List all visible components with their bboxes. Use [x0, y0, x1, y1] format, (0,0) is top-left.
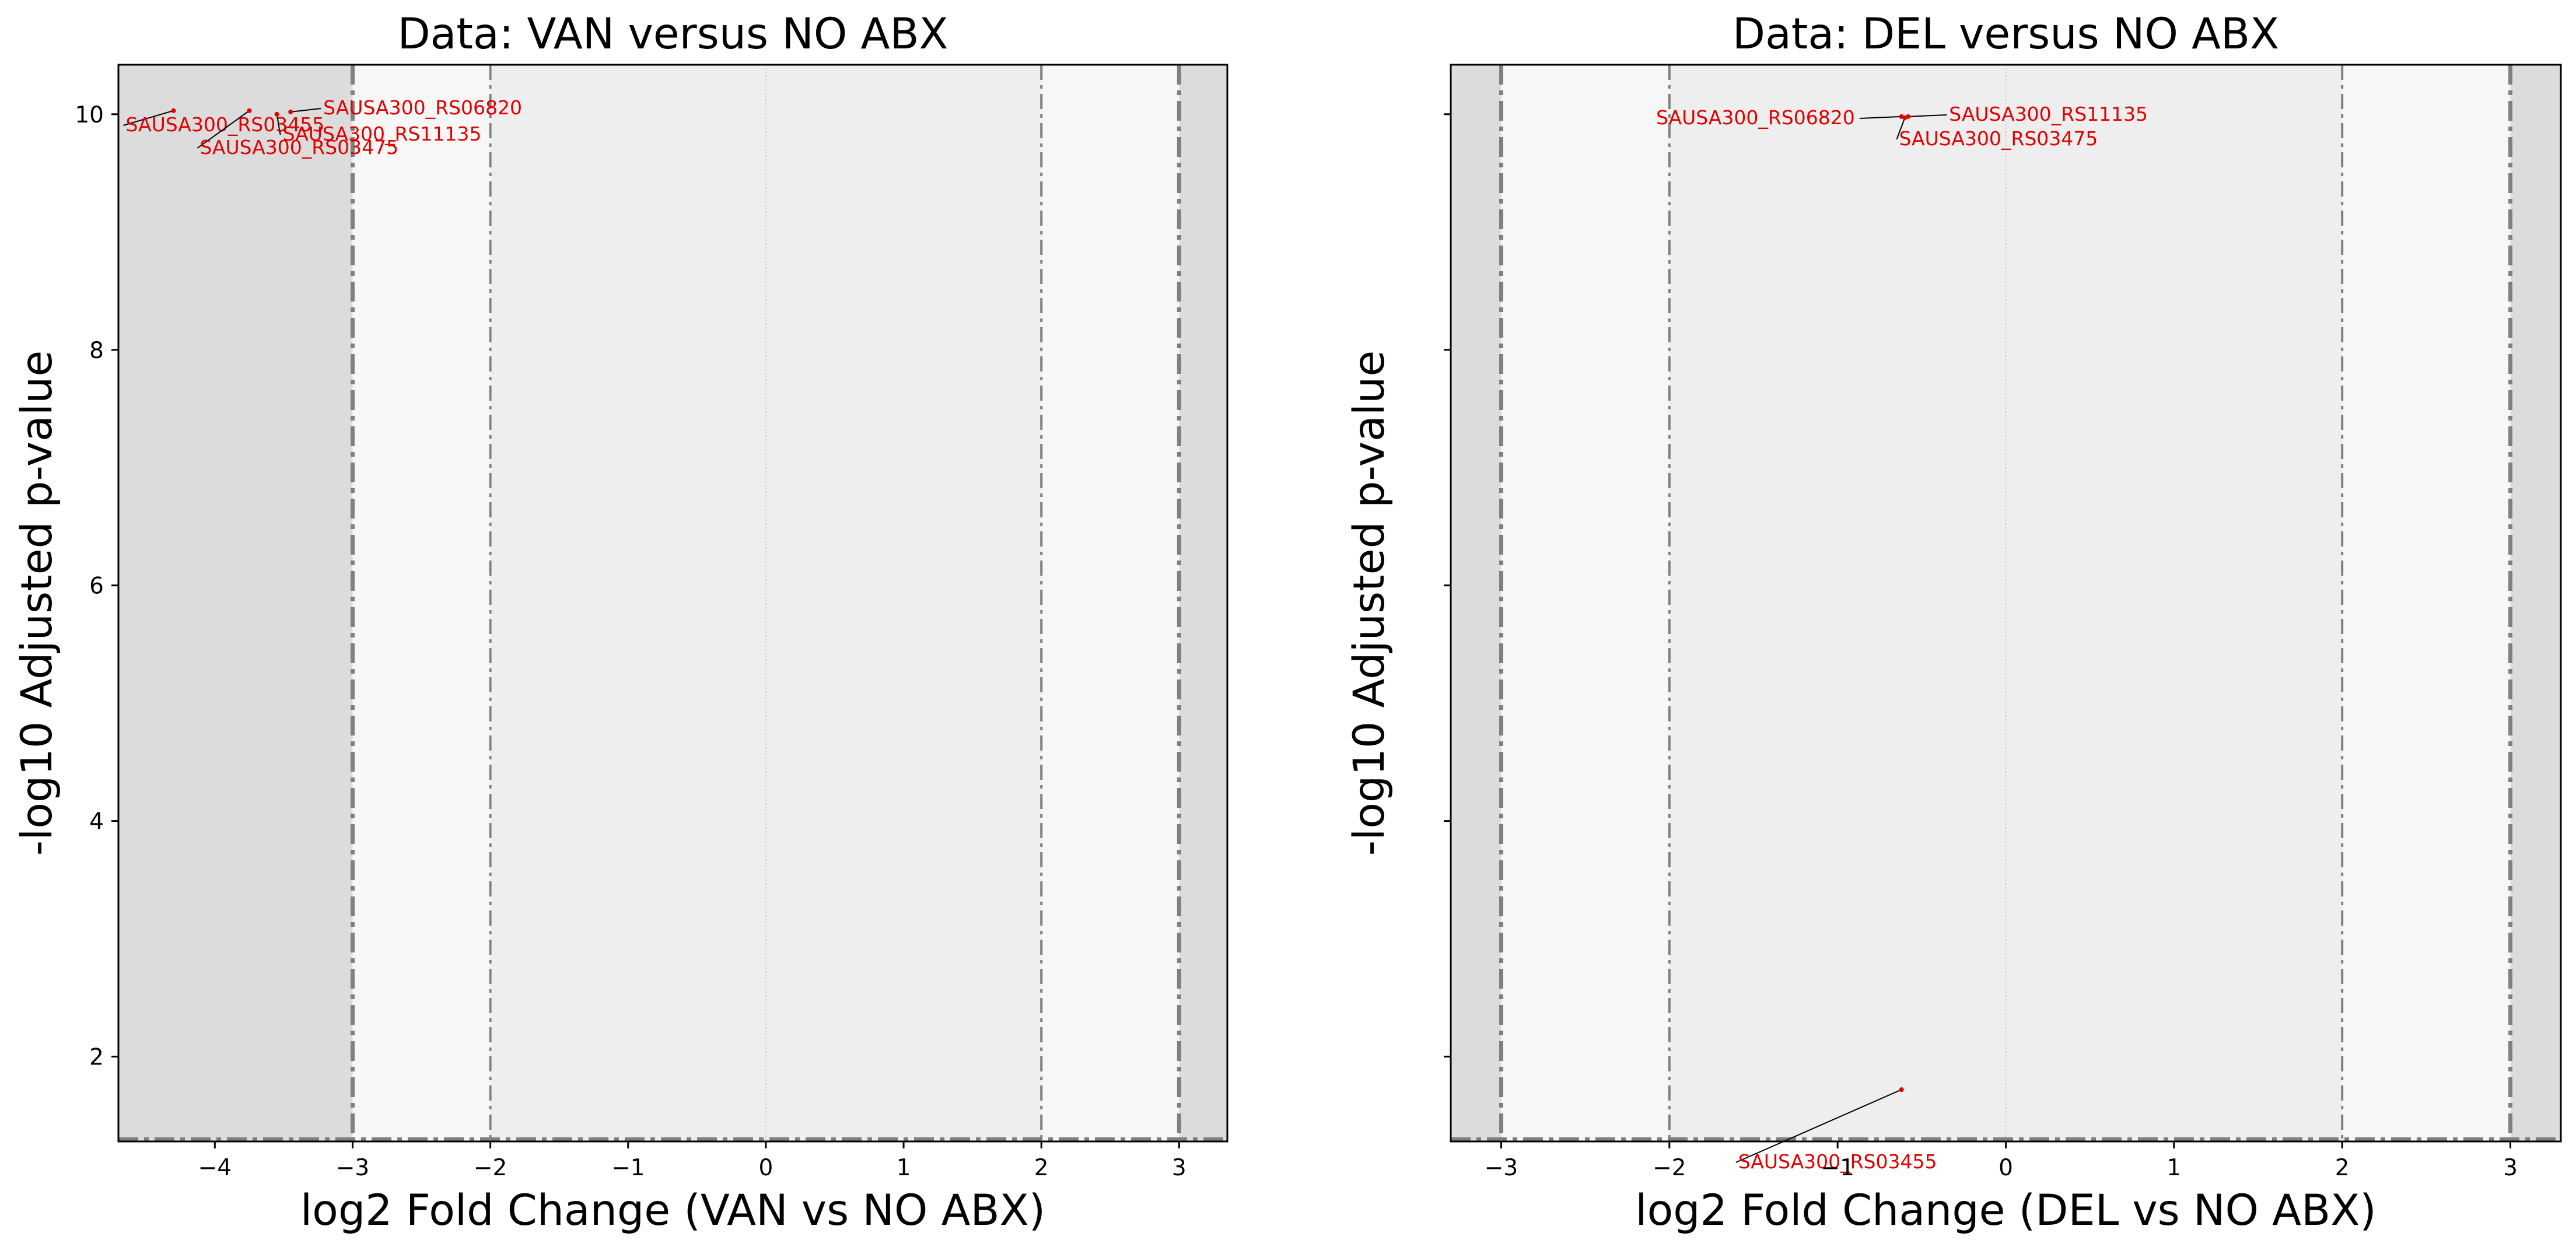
data-point: [288, 109, 293, 114]
y-tick-label: 8: [89, 338, 104, 364]
x-tick-label: 0: [758, 1155, 773, 1181]
axes-frame: [117, 64, 1228, 1143]
x-tick-label: 3: [2503, 1155, 2518, 1181]
y-tick-label: 10: [75, 102, 104, 128]
leader-line: [1859, 115, 1902, 119]
leader-line: [1896, 117, 1906, 140]
data-point: [1899, 1087, 1904, 1092]
x-tick-label: −2: [1653, 1155, 1686, 1181]
gene-label: SAUSA300_RS03455: [1738, 1150, 1937, 1173]
x-tick-label: −2: [474, 1155, 508, 1181]
gene-label: SAUSA300_RS03455: [125, 113, 324, 136]
band-outer-left: [118, 65, 353, 1141]
band-middle-left: [1501, 65, 1670, 1141]
x-tick-label: 2: [2335, 1155, 2350, 1181]
gene-label: SAUSA300_RS06820: [323, 96, 522, 119]
band-outer-right: [1179, 65, 1227, 1141]
leader-line: [1735, 1089, 1902, 1163]
plot-area: [1451, 65, 2561, 1141]
y-tick-label: 6: [89, 573, 104, 600]
chart-title: Data: VAN versus NO ABX: [397, 9, 948, 59]
y-axis-label: -log10 Adjusted p-value: [1345, 351, 1394, 856]
leader-line: [197, 110, 250, 149]
x-tick-label: −3: [1485, 1155, 1518, 1181]
x-tick-label: −1: [1821, 1155, 1854, 1181]
leader-line: [276, 114, 281, 135]
plot-panel-2: SAUSA300_RS06820 SAUSA300_RS11135SAUSA300…: [1345, 9, 2562, 1235]
x-tick-label: 2: [1034, 1155, 1049, 1181]
data-point: [1902, 115, 1908, 120]
y-axis-label: -log10 Adjusted p-value: [12, 351, 62, 856]
x-tick-label: 3: [1172, 1155, 1186, 1181]
x-tick-label: −4: [198, 1155, 232, 1181]
band-middle-right: [1041, 65, 1180, 1141]
x-tick-label: 0: [1999, 1155, 2013, 1181]
leader-line: [290, 108, 321, 113]
band-outer-right: [2510, 65, 2561, 1141]
y-tick-label: 2: [89, 1045, 104, 1071]
plot-panel-1: SAUSA300_RS03455SAUSA300_RS03475SAUSA300…: [12, 9, 1228, 1235]
data-point: [171, 108, 176, 113]
x-tick-label: 1: [2166, 1155, 2181, 1181]
chart-title: Data: DEL versus NO ABX: [1732, 9, 2279, 59]
band-outer-left: [1451, 65, 1502, 1141]
plot-area: [118, 65, 1227, 1141]
leader-line: [1908, 114, 1947, 117]
gene-label: SAUSA300_RS03475: [200, 136, 398, 159]
x-axis-label: log2 Fold Change (DEL vs NO ABX): [1635, 1186, 2376, 1235]
x-axis-label: log2 Fold Change (VAN vs NO ABX): [300, 1186, 1045, 1235]
band-middle-right: [2342, 65, 2511, 1141]
y-tick-label: 4: [89, 809, 104, 835]
gene-label: SAUSA300_RS11135: [283, 122, 482, 145]
gene-label: SAUSA300_RS11135: [1949, 103, 2148, 125]
data-point: [274, 111, 279, 117]
x-tick-label: −3: [336, 1155, 370, 1181]
gene-label: SAUSA300_RS06820: [1656, 106, 1855, 129]
x-tick-label: −1: [611, 1155, 645, 1181]
band-middle-left: [352, 65, 491, 1141]
leader-line: [123, 110, 174, 126]
gene-label: SAUSA300_RS03475: [1899, 127, 2098, 150]
x-tick-label: 1: [897, 1155, 911, 1181]
data-point: [247, 108, 252, 113]
